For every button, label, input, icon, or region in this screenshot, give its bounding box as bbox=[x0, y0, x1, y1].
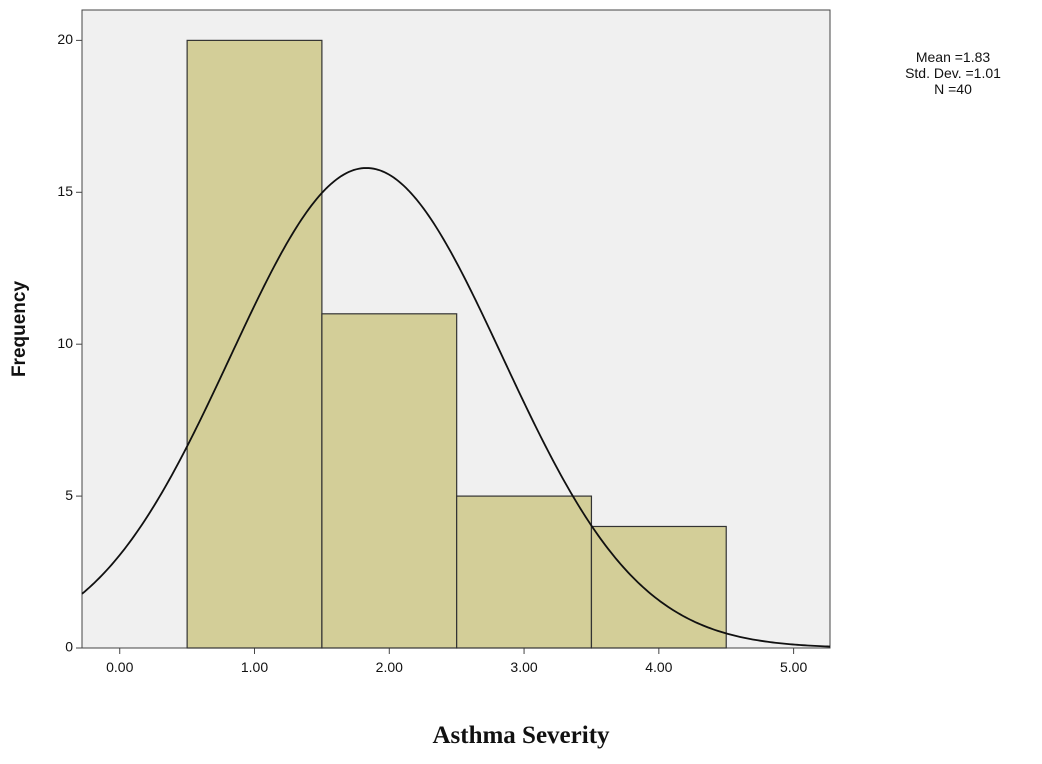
bar bbox=[186, 39, 323, 649]
annotation: Std. Dev. =1.01 bbox=[905, 65, 1001, 81]
annotation: N =40 bbox=[934, 81, 972, 97]
x-tick-label: 2.00 bbox=[376, 659, 403, 675]
y-tick-label: 10 bbox=[57, 335, 73, 351]
annotation: Mean =1.83 bbox=[916, 49, 991, 65]
normal-curve bbox=[81, 167, 831, 648]
y-tick-label: 20 bbox=[57, 31, 73, 47]
x-tick-label: 3.00 bbox=[510, 659, 537, 675]
y-axis-label: Frequency bbox=[9, 281, 30, 378]
y-tick-label: 15 bbox=[57, 183, 73, 199]
bar bbox=[456, 495, 593, 649]
x-tick-label: 5.00 bbox=[780, 659, 807, 675]
x-tick-label: 1.00 bbox=[241, 659, 268, 675]
bar bbox=[590, 525, 727, 649]
x-tick-label: 0.00 bbox=[106, 659, 133, 675]
x-tick-label: 4.00 bbox=[645, 659, 672, 675]
x-axis-label: Asthma Severity bbox=[432, 722, 610, 749]
y-tick-label: 5 bbox=[65, 487, 73, 503]
bar bbox=[321, 313, 458, 649]
y-tick-label: 0 bbox=[65, 639, 73, 655]
